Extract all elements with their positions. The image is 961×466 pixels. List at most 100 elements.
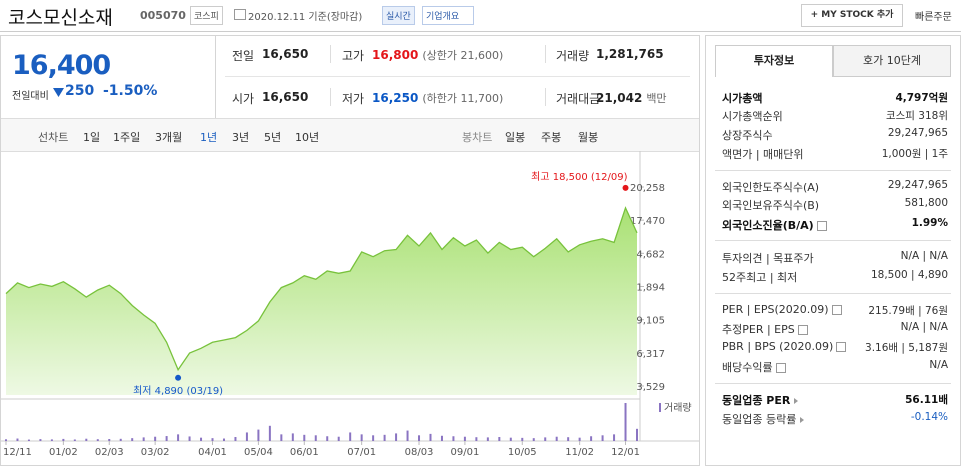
volume-bar	[188, 436, 191, 441]
info-label: PER | EPS(2020.09)	[722, 303, 842, 316]
volume-bar	[200, 437, 203, 441]
volume-bar	[50, 439, 53, 441]
info-value: 1,000원 | 1주	[881, 148, 948, 160]
volume-bar	[314, 435, 317, 441]
quote-value: 21,042 백만	[596, 90, 667, 106]
quote-label: 고가	[342, 49, 365, 63]
period-tab[interactable]: 5년	[264, 131, 282, 144]
divider	[545, 45, 546, 63]
volume-bar	[222, 438, 225, 441]
company-info[interactable]: 기업개요	[422, 6, 475, 25]
volume-bar	[165, 436, 168, 441]
info-label-text: 외국인소진율(B/A)	[722, 219, 814, 232]
volume-bar	[383, 434, 386, 441]
current-price: 16,400	[12, 50, 111, 81]
info-tab-active[interactable]: 투자정보	[715, 45, 833, 77]
period-tab[interactable]: 1년	[200, 131, 218, 144]
quote-label: 저가	[342, 92, 365, 106]
help-icon[interactable]	[775, 363, 786, 373]
info-value: -0.14%	[910, 411, 948, 423]
volume-legend	[659, 403, 661, 412]
x-tick-label: 05/04	[244, 447, 273, 458]
volume-bar	[154, 436, 157, 441]
info-label-text: 액면가 | 매매단위	[722, 148, 804, 161]
info-label: 동일업종 PER	[722, 392, 799, 408]
volume-bar	[96, 439, 99, 441]
info-value: 29,247,965	[887, 127, 948, 139]
period-tab[interactable]: 10년	[295, 131, 320, 144]
quote-label: 시가	[232, 92, 255, 106]
period-tab[interactable]: 3년	[232, 131, 250, 144]
info-value: 56.11배	[905, 394, 948, 406]
candle-tab[interactable]: 주봉	[541, 131, 562, 144]
help-icon[interactable]	[816, 221, 827, 231]
info-label: 외국인소진율(B/A)	[722, 217, 827, 233]
x-tick-label: 07/01	[347, 447, 376, 458]
x-tick-label: 01/02	[49, 447, 78, 458]
info-label: 액면가 | 매매단위	[722, 146, 804, 162]
x-tick-label: 12/11	[3, 447, 32, 458]
volume-bar	[360, 434, 363, 441]
my-stock-button[interactable]: + MY STOCK 추가	[801, 4, 903, 27]
volume-bar	[555, 436, 558, 441]
info-label: 외국인보유주식수(B)	[722, 197, 819, 213]
volume-bar	[509, 437, 512, 441]
volume-bar	[303, 434, 306, 441]
realtime-badge[interactable]: 실시간	[382, 6, 415, 25]
volume-bar	[62, 438, 65, 441]
info-value: 215.79배 | 76원	[868, 305, 948, 317]
volume-bar	[16, 438, 19, 441]
volume-bar	[636, 428, 638, 441]
volume-bar	[280, 434, 283, 441]
volume-bar	[418, 435, 421, 441]
divider	[0, 31, 961, 32]
down-arrow	[53, 88, 64, 97]
quick-order[interactable]: 빠른주문	[915, 12, 952, 23]
candle-tab[interactable]: 일봉	[505, 131, 526, 144]
quote-number: 21,042	[596, 91, 643, 105]
info-value: 코스피 318위	[885, 110, 948, 122]
volume-bar	[131, 438, 134, 441]
help-icon[interactable]	[797, 325, 808, 335]
volume-bar	[326, 436, 329, 441]
period-tab[interactable]: 1주일	[113, 131, 141, 144]
period-tab[interactable]: 1일	[83, 131, 101, 144]
volume-bar	[475, 437, 478, 441]
y-tick-label: 14,682	[630, 249, 665, 260]
info-value: N/A | N/A	[900, 321, 948, 333]
volume-bar	[463, 436, 466, 441]
quote-number: 1,281,765	[596, 47, 664, 61]
info-value: 18,500 | 4,890	[870, 269, 948, 281]
help-icon[interactable]	[836, 342, 847, 352]
y-tick-label: 9,105	[636, 316, 665, 327]
volume-bar	[624, 403, 627, 441]
info-value: N/A | N/A	[900, 250, 948, 262]
volume-bar	[108, 439, 111, 441]
info-label-text: PBR | BPS (2020.09)	[722, 340, 834, 353]
candle-tab[interactable]: 월봉	[578, 131, 599, 144]
info-label: PBR | BPS (2020.09)	[722, 340, 847, 353]
info-label-text: 동일업종 등락률	[722, 413, 797, 426]
volume-bar	[234, 437, 237, 441]
tab-label: 선차트	[38, 131, 69, 144]
y-tick-label: 20,258	[630, 183, 665, 194]
period-tab[interactable]: 3개월	[155, 131, 183, 144]
y-tick-label: 3,529	[636, 382, 665, 393]
quote-number: 16,650	[262, 47, 309, 61]
info-value: 1.99%	[911, 217, 948, 229]
volume-bar	[544, 437, 547, 441]
info-label: 동일업종 등락률	[722, 411, 805, 427]
info-label-text: 상장주식수	[722, 129, 773, 142]
help-icon[interactable]	[831, 305, 842, 315]
volume-bar	[429, 433, 432, 441]
info-tab[interactable]: 호가 10단계	[833, 45, 951, 77]
volume-bar	[337, 436, 340, 441]
volume-bar	[486, 437, 489, 441]
quote-value: 16,800 (상한가 21,600)	[372, 47, 503, 63]
info-value: N/A	[929, 359, 948, 371]
info-value: 4,797억원	[895, 92, 948, 104]
stock-code: 005070	[140, 9, 186, 22]
market-badge: 코스피	[190, 6, 223, 25]
quote-number: 16,650	[262, 90, 309, 104]
volume-bar	[291, 433, 294, 441]
